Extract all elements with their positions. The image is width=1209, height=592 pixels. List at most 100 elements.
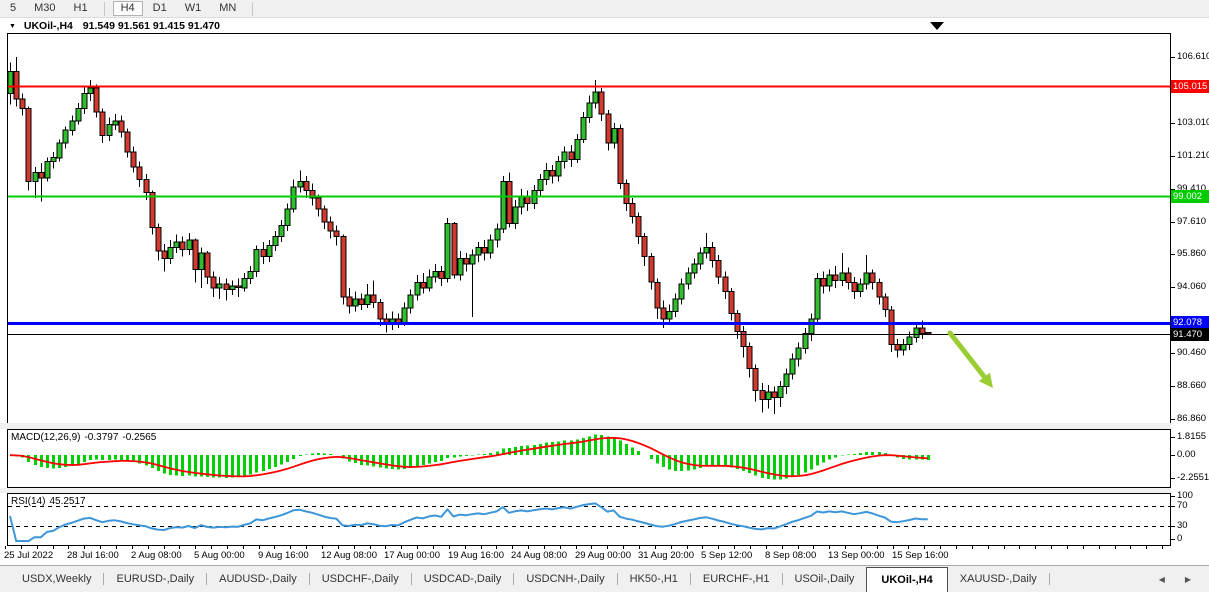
chart-window[interactable]: ▼ UKOil-,H4 91.549 91.561 91.415 91.470 … <box>0 18 1209 565</box>
time-axis-tick <box>750 546 751 549</box>
rsi-scale-label: 30 <box>1171 520 1188 532</box>
time-axis-tick <box>1099 546 1100 549</box>
timeframe-button-h1[interactable]: H1 <box>73 2 88 14</box>
tab-usdcnh-daily[interactable]: USDCNH-,Daily <box>526 573 605 585</box>
time-axis-tick <box>655 546 656 549</box>
time-axis-tick <box>243 546 244 549</box>
time-axis-tick <box>972 546 973 549</box>
time-axis-tick <box>671 546 672 549</box>
tab-xauusd-daily[interactable]: XAUUSD-,Daily <box>959 573 1037 585</box>
time-axis-tick <box>449 546 450 549</box>
time-axis-tick <box>148 546 149 549</box>
tab-separator <box>410 573 412 585</box>
time-axis-tick <box>687 546 688 549</box>
time-axis-tick <box>465 546 466 549</box>
price-scale[interactable]: 106.610 103.010 101.210 99.410 97.610 95.860 9… <box>1171 18 1209 565</box>
rsi-label: RSI(14) 45.2517 <box>11 496 86 507</box>
time-axis-tick <box>1162 546 1163 549</box>
tab-separator <box>689 573 691 585</box>
time-axis-tick <box>607 546 608 549</box>
time-axis-label: 25 Jul 2022 <box>4 550 54 561</box>
tab-ukoil-h4[interactable]: UKOil-,H4 <box>866 567 948 592</box>
price-tick-label: 106.610 <box>1171 51 1209 63</box>
tab-usdcad-daily[interactable]: USDCAD-,Daily <box>423 573 502 585</box>
time-axis-label: 13 Sep 00:00 <box>828 550 885 561</box>
time-axis-tick <box>290 546 291 549</box>
time-axis-tick <box>702 546 703 549</box>
time-axis-tick <box>544 546 545 549</box>
chart-shift-marker-icon[interactable] <box>930 22 944 30</box>
tab-usdchf-daily[interactable]: USDCHF-,Daily <box>321 573 399 585</box>
time-axis[interactable]: 25 Jul 2022 28 Jul 16:00 2 Aug 08:00 5 Aug … <box>0 546 1209 564</box>
time-axis-label: 28 Jul 16:00 <box>67 550 119 561</box>
main-price-chart[interactable] <box>7 33 1171 424</box>
tab-hk50-h1[interactable]: HK50-,H1 <box>629 573 678 585</box>
time-axis-tick <box>908 546 909 549</box>
timeframe-button-m30[interactable]: M30 <box>34 2 56 14</box>
time-axis-tick <box>1130 546 1131 549</box>
time-axis-tick <box>861 546 862 549</box>
time-axis-tick <box>100 546 101 549</box>
price-tick-label: 97.610 <box>1171 216 1206 228</box>
tab-separator <box>308 573 310 585</box>
tab-audusd-daily[interactable]: AUDUSD-,Daily <box>219 573 297 585</box>
time-axis-tick <box>512 546 513 549</box>
time-axis-tick <box>1051 546 1052 549</box>
toolbar-separator <box>103 1 105 16</box>
time-axis-tick <box>766 546 767 549</box>
panel-separator[interactable] <box>0 423 1209 429</box>
time-axis-tick <box>385 546 386 549</box>
quick-trade-dropdown-icon[interactable]: ▼ <box>9 23 16 30</box>
price-tick-label: 88.660 <box>1171 380 1206 392</box>
tab-scroll-nav: ◀ ▶ <box>1159 575 1191 584</box>
time-axis-tick <box>481 546 482 549</box>
time-axis-tick <box>528 546 529 549</box>
time-axis-label: 9 Aug 16:00 <box>258 550 309 561</box>
time-axis-tick <box>988 546 989 549</box>
panel-separator[interactable] <box>0 488 1209 493</box>
time-axis-tick <box>401 546 402 549</box>
price-tick-label: 86.860 <box>1171 413 1206 425</box>
tab-separator <box>781 573 783 585</box>
time-axis-tick <box>5 546 6 549</box>
macd-panel[interactable] <box>7 429 1171 488</box>
rsi-panel[interactable] <box>7 493 1171 546</box>
price-tick-label: 99.410 <box>1171 183 1206 195</box>
time-axis-tick <box>924 546 925 549</box>
timeframe-button-5[interactable]: 5 <box>10 2 17 14</box>
tab-eurchf-h1[interactable]: EURCHF-,H1 <box>702 573 770 585</box>
tab-scroll-left-icon[interactable]: ◀ <box>1158 575 1165 584</box>
time-axis-tick <box>1083 546 1084 549</box>
tab-separator <box>1048 573 1050 585</box>
time-axis-tick <box>576 546 577 549</box>
timeframe-button-h4[interactable]: H4 <box>112 1 143 16</box>
tab-eurusd-daily[interactable]: EURUSD-,Daily <box>116 573 195 585</box>
time-axis-tick <box>53 546 54 549</box>
rsi-scale-label: 100 <box>1171 490 1193 502</box>
time-axis-tick <box>37 546 38 549</box>
tab-scroll-right-icon[interactable]: ▶ <box>1184 575 1191 584</box>
time-axis-label: 2 Aug 08:00 <box>131 550 182 561</box>
time-axis-label: 31 Aug 20:00 <box>638 550 694 561</box>
tab-separator <box>513 573 515 585</box>
tab-separator <box>616 573 618 585</box>
tab-usoil-daily[interactable]: USOil-,Daily <box>794 573 855 585</box>
tab-separator <box>103 573 105 585</box>
time-axis-tick <box>354 546 355 549</box>
chart-ohlc-values: 91.549 91.561 91.415 91.470 <box>82 20 221 32</box>
chart-tab-bar: USDX,Weekly EURUSD-,Daily AUDUSD-,Daily USD… <box>0 565 1209 592</box>
price-level-label: 91.470 <box>1171 328 1209 341</box>
timeframe-button-mn[interactable]: MN <box>219 2 237 14</box>
time-axis-tick <box>734 546 735 549</box>
tab-usdx-weekly[interactable]: USDX,Weekly <box>22 573 92 585</box>
macd-scale-label: 1.8155 <box>1171 431 1206 443</box>
time-axis-label: 15 Sep 16:00 <box>892 550 949 561</box>
time-axis-tick <box>1019 546 1020 549</box>
timeframe-button-d1[interactable]: D1 <box>152 2 167 14</box>
time-axis-tick <box>591 546 592 549</box>
time-axis-tick <box>1146 546 1147 549</box>
time-axis-tick <box>21 546 22 549</box>
time-axis-tick <box>164 546 165 549</box>
timeframe-button-w1[interactable]: W1 <box>184 2 202 14</box>
price-tick-label: 90.460 <box>1171 347 1206 359</box>
